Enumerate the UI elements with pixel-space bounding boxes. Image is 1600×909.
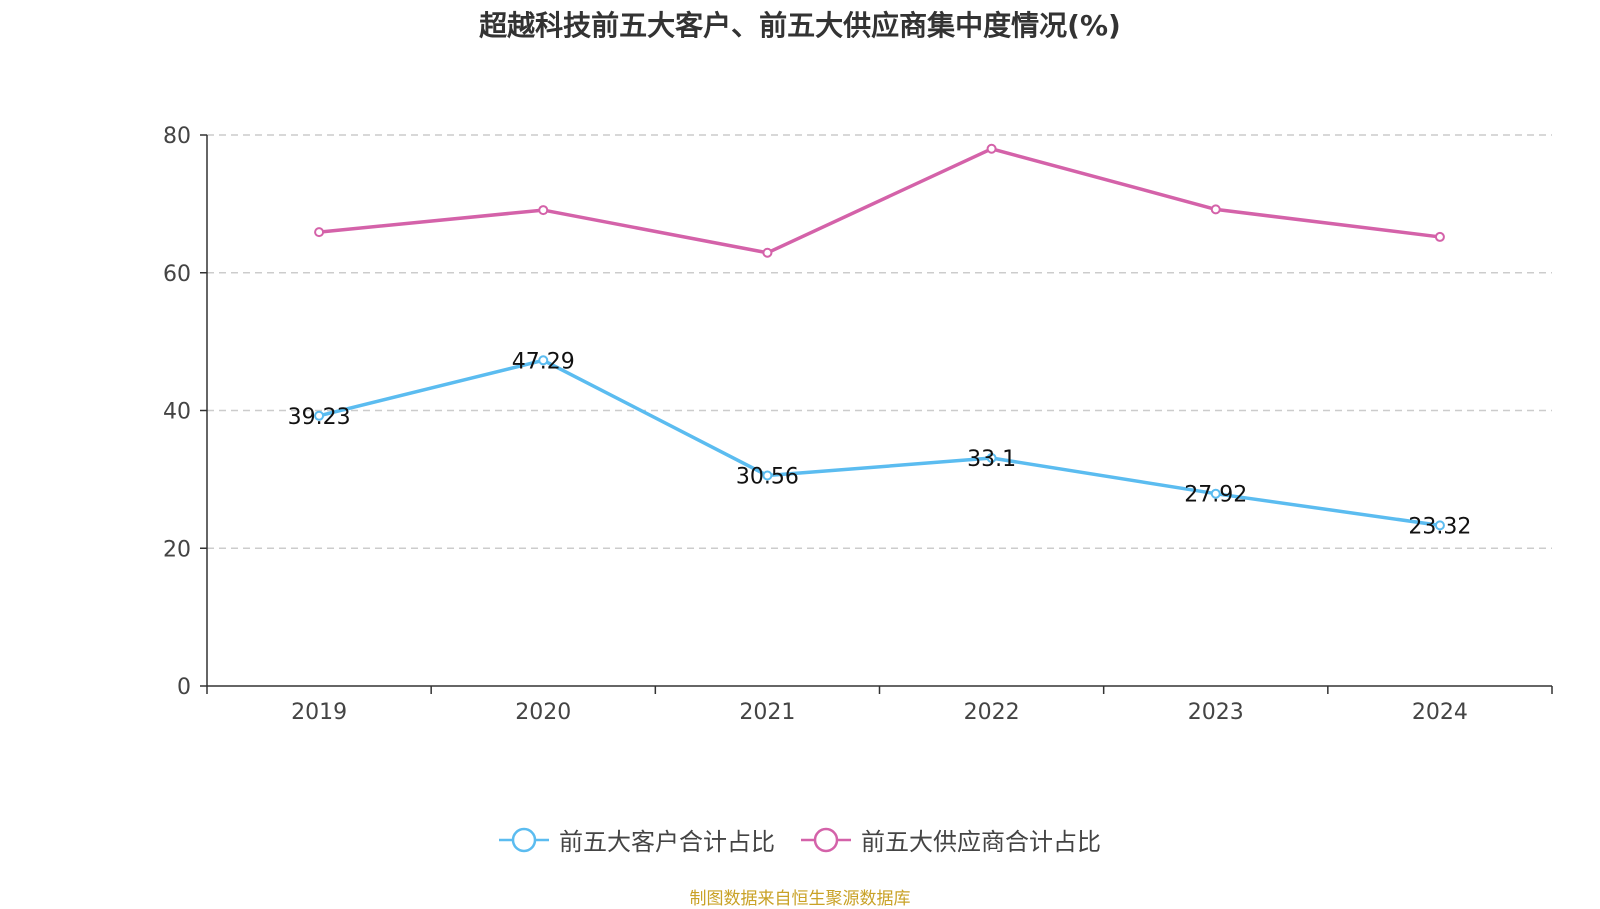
- legend-supplier-line-icon: [801, 827, 851, 852]
- series-lines: [314, 143, 1445, 531]
- chart-title: 超越科技前五大客户、前五大供应商集中度情况(%): [479, 9, 1121, 42]
- y-tick-label: 20: [163, 537, 191, 562]
- data-label-0-4: 27.92: [1184, 483, 1247, 508]
- grid-lines: [207, 134, 1552, 549]
- data-point-1-5: [1434, 231, 1445, 242]
- x-tick-label: 2019: [291, 700, 347, 725]
- data-point-1-2: [762, 247, 773, 258]
- data-label-0-3: 33.1: [967, 447, 1016, 472]
- data-point-0-3: [986, 453, 997, 464]
- x-tick-label: 2022: [964, 700, 1020, 725]
- legend-label-supplier: 前五大供应商合计占比: [861, 828, 1101, 856]
- data-point-0-4: [1210, 488, 1221, 499]
- data-point-0-0: [314, 410, 325, 421]
- data-label-0-0: 39.23: [288, 405, 351, 430]
- axes: 0 20 40 60 80 2019 2020 2021 2022 2023 2024: [163, 124, 1553, 725]
- x-tick-label: 2020: [515, 700, 571, 725]
- legend-item-supplier[interactable]: 前五大供应商合计占比: [801, 822, 1101, 857]
- source-note: 制图数据来自恒生聚源数据库: [689, 889, 911, 909]
- data-point-1-0: [314, 227, 325, 238]
- data-label-0-2: 30.56: [736, 465, 799, 490]
- legend-label-customer: 前五大客户合计占比: [559, 828, 775, 856]
- y-tick-label: 0: [177, 675, 191, 700]
- series-line-0: [318, 358, 1441, 528]
- x-tick-label: 2021: [739, 700, 795, 725]
- data-point-1-3: [986, 143, 997, 154]
- legend-customer-line-icon: [499, 827, 549, 852]
- data-point-1-1: [538, 205, 549, 216]
- data-label-0-1: 47.29: [512, 349, 575, 374]
- series-line-1: [318, 147, 1441, 255]
- legend-item-customer[interactable]: 前五大客户合计占比: [499, 822, 775, 857]
- data-point-0-2: [762, 470, 773, 481]
- data-point-1-4: [1210, 204, 1221, 215]
- x-tick-label: 2024: [1412, 700, 1468, 725]
- data-labels: 39.23 47.29 30.56 33.1 27.92 23.32: [288, 349, 1472, 539]
- data-point-0-1: [538, 355, 549, 366]
- y-tick-label: 80: [163, 124, 191, 149]
- y-tick-label: 60: [163, 262, 191, 287]
- data-label-0-5: 23.32: [1408, 514, 1471, 539]
- legend: 前五大客户合计占比 前五大供应商合计占比: [0, 822, 1600, 857]
- x-tick-label: 2023: [1188, 700, 1244, 725]
- data-point-0-5: [1434, 520, 1445, 531]
- y-tick-label: 40: [163, 400, 191, 425]
